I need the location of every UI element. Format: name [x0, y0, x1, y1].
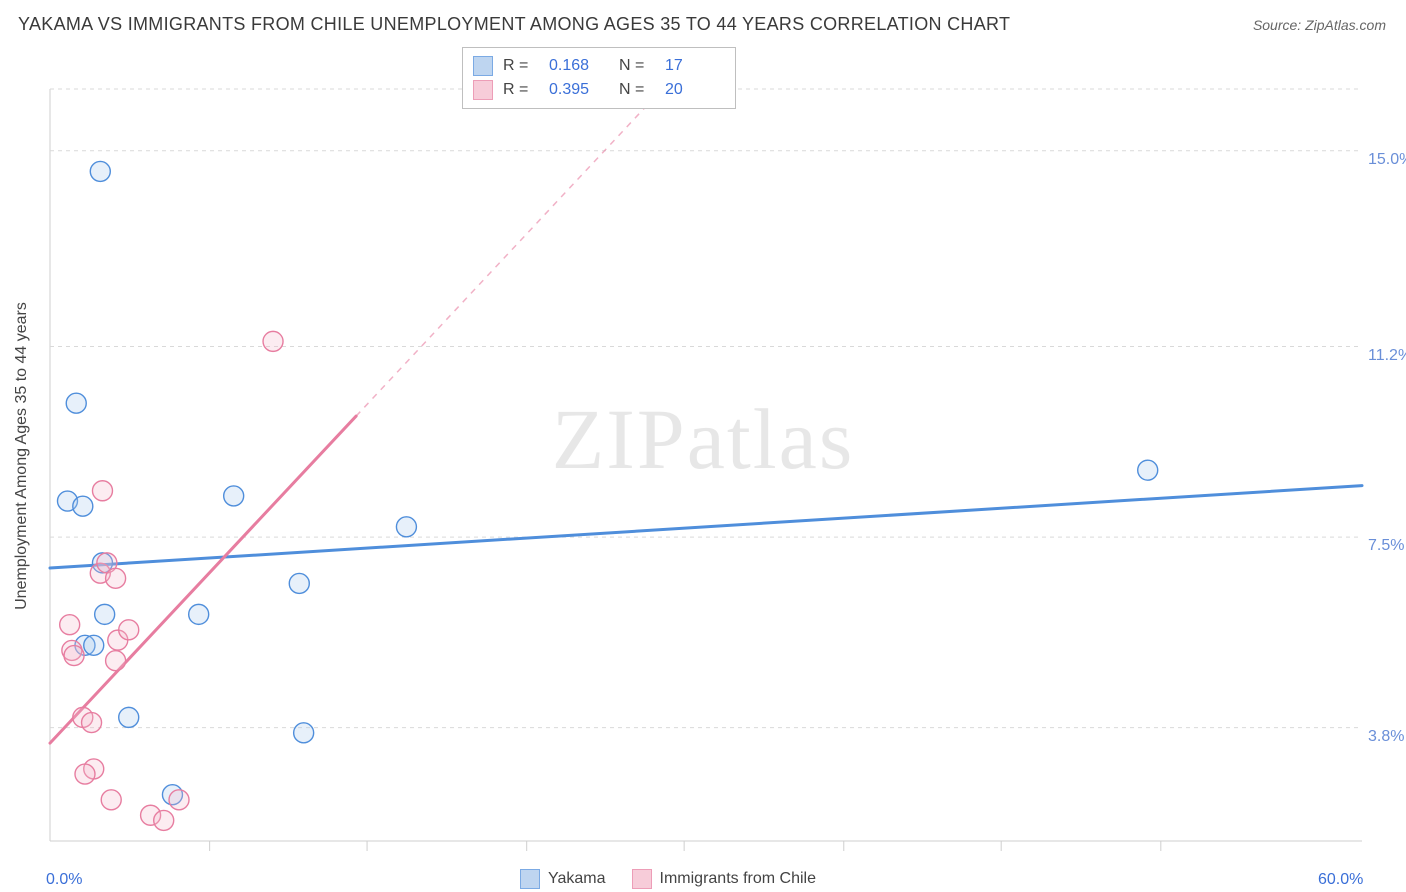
- legend-swatch: [520, 869, 540, 889]
- legend-item: Yakama: [520, 869, 606, 889]
- legend-item: Immigrants from Chile: [632, 869, 816, 889]
- legend-swatch: [632, 869, 652, 889]
- legend-r-label: R =: [503, 81, 539, 99]
- y-axis-label: Unemployment Among Ages 35 to 44 years: [13, 302, 31, 610]
- chart-header: YAKAMA VS IMMIGRANTS FROM CHILE UNEMPLOY…: [0, 0, 1406, 41]
- legend-swatch: [473, 56, 493, 76]
- series-legend: Yakama Immigrants from Chile: [520, 869, 816, 889]
- legend-n-label: N =: [619, 57, 655, 75]
- y-tick-label: 7.5%: [1368, 537, 1404, 555]
- legend-r-label: R =: [503, 57, 539, 75]
- legend-n-label: N =: [619, 81, 655, 99]
- chart-area: Unemployment Among Ages 35 to 44 years Z…: [0, 41, 1406, 871]
- x-axis-max-label: 60.0%: [1318, 871, 1363, 889]
- y-tick-label: 3.8%: [1368, 728, 1404, 746]
- legend-n-value: 17: [665, 57, 725, 75]
- legend-r-value: 0.168: [549, 57, 609, 75]
- y-tick-label: 15.0%: [1368, 151, 1406, 169]
- chart-source: Source: ZipAtlas.com: [1253, 17, 1386, 33]
- x-axis-min-label: 0.0%: [46, 871, 82, 889]
- scatter-chart-svg: [0, 41, 1406, 871]
- y-tick-label: 11.2%: [1368, 347, 1406, 365]
- chart-title: YAKAMA VS IMMIGRANTS FROM CHILE UNEMPLOY…: [18, 14, 1010, 35]
- legend-swatch: [473, 80, 493, 100]
- legend-series-name: Yakama: [548, 870, 606, 888]
- legend-r-value: 0.395: [549, 81, 609, 99]
- legend-series-name: Immigrants from Chile: [660, 870, 816, 888]
- stats-legend: R = 0.168 N = 17 R = 0.395 N = 20: [462, 47, 736, 109]
- legend-n-value: 20: [665, 81, 725, 99]
